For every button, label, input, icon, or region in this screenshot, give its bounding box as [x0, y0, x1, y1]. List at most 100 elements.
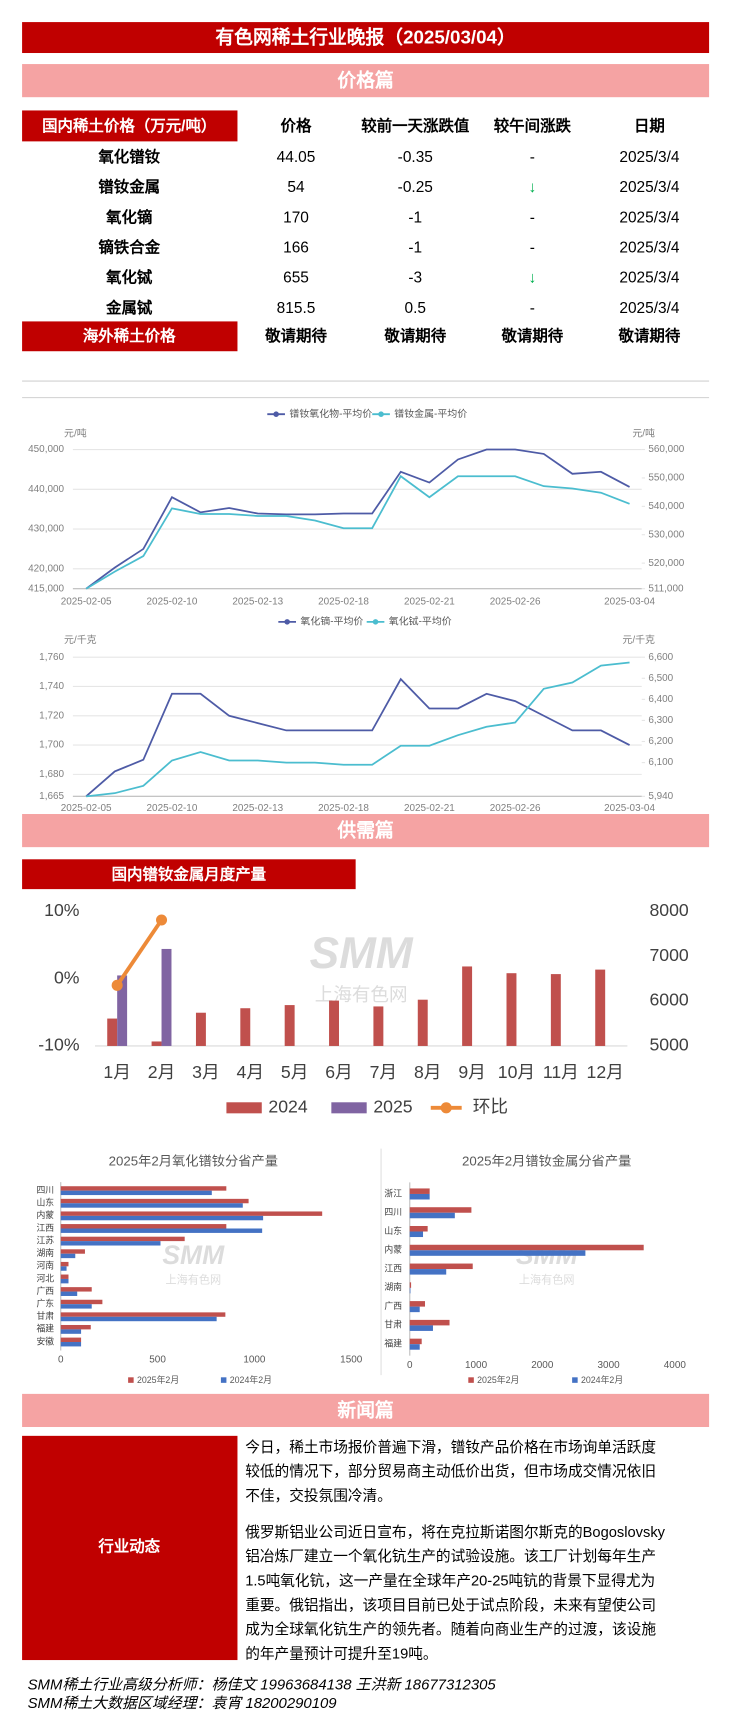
section-bar [22, 64, 710, 98]
news-line: 俄罗斯铝业公司近日宣布，将在克拉斯诺图尔斯克的Bogoslovsky [245, 1524, 665, 1541]
table-cell: -0.35 [398, 149, 433, 166]
table-cell: - [530, 209, 535, 226]
x-tick-label: 7月 [370, 1062, 397, 1082]
bar [161, 948, 172, 1046]
y-tick-label: 0% [54, 967, 80, 987]
x-tick-label: 9月 [458, 1062, 485, 1082]
bar [60, 1278, 69, 1284]
y-unit: 元/千克 [64, 634, 97, 646]
bar [409, 1306, 420, 1313]
y2-tick-label: 6,300 [648, 715, 673, 726]
bar [409, 1231, 424, 1238]
bar [409, 1282, 412, 1288]
y2-tick-label: 560,000 [648, 444, 684, 455]
bar [60, 1299, 103, 1305]
row-name: 镨钕金属 [98, 177, 160, 196]
news-line: 1.5吨氧化钪，这一产量在全球年产20-25吨钪的背景下显得尤为 [245, 1572, 655, 1590]
news-line: 不佳，交投氛围冷清。 [245, 1486, 392, 1504]
y-tick-label: 440,000 [28, 484, 64, 495]
bar [60, 1329, 82, 1334]
bar [60, 1274, 69, 1279]
news-label: 行业动态 [97, 1536, 160, 1555]
row-name: 镝铁合金 [98, 237, 160, 256]
category-label: 广西 [36, 1285, 54, 1296]
legend-swatch [226, 1102, 262, 1114]
watermark-name: 上海有色网 [315, 984, 408, 1005]
y-tick-label: 430,000 [28, 524, 64, 535]
x-tick-label: 2月 [148, 1062, 175, 1082]
y-tick-label: 415,000 [28, 583, 64, 594]
x-tick-label: 2025-03-04 [604, 803, 655, 814]
bar [329, 1000, 339, 1046]
category-label: 河北 [36, 1272, 54, 1283]
table-cell: 2025/3/4 [619, 209, 680, 226]
legend-swatch [128, 1377, 134, 1383]
table-cell: 2025/3/4 [619, 270, 680, 287]
bar [409, 1225, 428, 1232]
category-label: 广西 [384, 1300, 402, 1311]
title-bar [22, 22, 710, 54]
y-tick-label: 1,700 [39, 740, 64, 751]
series-line [85, 677, 630, 798]
bar [60, 1261, 69, 1267]
bar [60, 1228, 263, 1233]
y2-tick-label: 8000 [649, 900, 688, 920]
category-label: 河南 [36, 1260, 54, 1271]
news-line: 较低的情况下，部分贸易商主动低价出货，但市场成交情况依旧 [245, 1462, 656, 1480]
line-point [156, 914, 168, 926]
bar [409, 1325, 433, 1331]
category-label: 内蒙 [384, 1244, 402, 1255]
x-tick-label: 6月 [325, 1062, 352, 1082]
x-tick-label: 2025-02-21 [404, 597, 455, 608]
y-tick-label: 420,000 [28, 563, 64, 574]
x-tick-label: 2000 [531, 1360, 554, 1371]
x-tick-label: 2025-03-04 [604, 597, 655, 608]
line-point [111, 979, 123, 991]
y2-tick-label: 5000 [649, 1035, 688, 1055]
legend-swatch [378, 411, 384, 417]
bar [60, 1291, 78, 1296]
table-cell: 2025/3/4 [619, 300, 680, 317]
table-cell: 44.05 [277, 149, 316, 166]
legend-swatch [284, 619, 290, 625]
legend-swatch [220, 1377, 227, 1383]
legend-label: 2024年2月 [230, 1374, 272, 1385]
bar [195, 1012, 206, 1046]
bar [506, 973, 517, 1046]
x-tick-label: 2025-02-05 [61, 597, 112, 608]
table-cell: 54 [287, 179, 305, 196]
bar [60, 1249, 85, 1254]
legend-swatch [372, 619, 379, 625]
x-tick-label: 1000 [465, 1360, 488, 1371]
category-label: 四川 [36, 1185, 54, 1195]
watermark-logo: SMM [310, 929, 414, 978]
table-cell: 海外稀土价格 [83, 326, 176, 345]
legend-swatch [468, 1377, 474, 1383]
bar [417, 999, 428, 1046]
bar [550, 974, 561, 1046]
x-tick-label: 2025-02-05 [61, 803, 112, 814]
series-line [85, 474, 630, 590]
legend-label: 环比 [473, 1096, 508, 1116]
news-line: 成为全球氧化钪生产的领先者。随着向商业生产的过渡，该设施 [245, 1620, 656, 1638]
bar [60, 1186, 227, 1191]
category-label: 甘肃 [36, 1310, 54, 1321]
category-label: 甘肃 [384, 1319, 402, 1330]
category-label: 安徽 [36, 1335, 54, 1346]
section-bar [22, 1393, 710, 1428]
bar [60, 1203, 243, 1208]
y-tick-label: 450,000 [28, 444, 64, 455]
legend-label: 氧化铽-平均价 [389, 614, 452, 627]
bar [151, 1041, 162, 1046]
watermark-logo: SMM [162, 1240, 225, 1270]
bar [595, 969, 606, 1046]
y2-tick-label: 6000 [649, 990, 688, 1010]
bar [60, 1304, 92, 1309]
bar [462, 966, 473, 1046]
bar [60, 1215, 264, 1221]
table-header: 较午间涨跌 [494, 116, 572, 135]
table-overseas-cell [22, 321, 238, 352]
bar [409, 1263, 473, 1270]
table-cell: 655 [283, 270, 309, 287]
